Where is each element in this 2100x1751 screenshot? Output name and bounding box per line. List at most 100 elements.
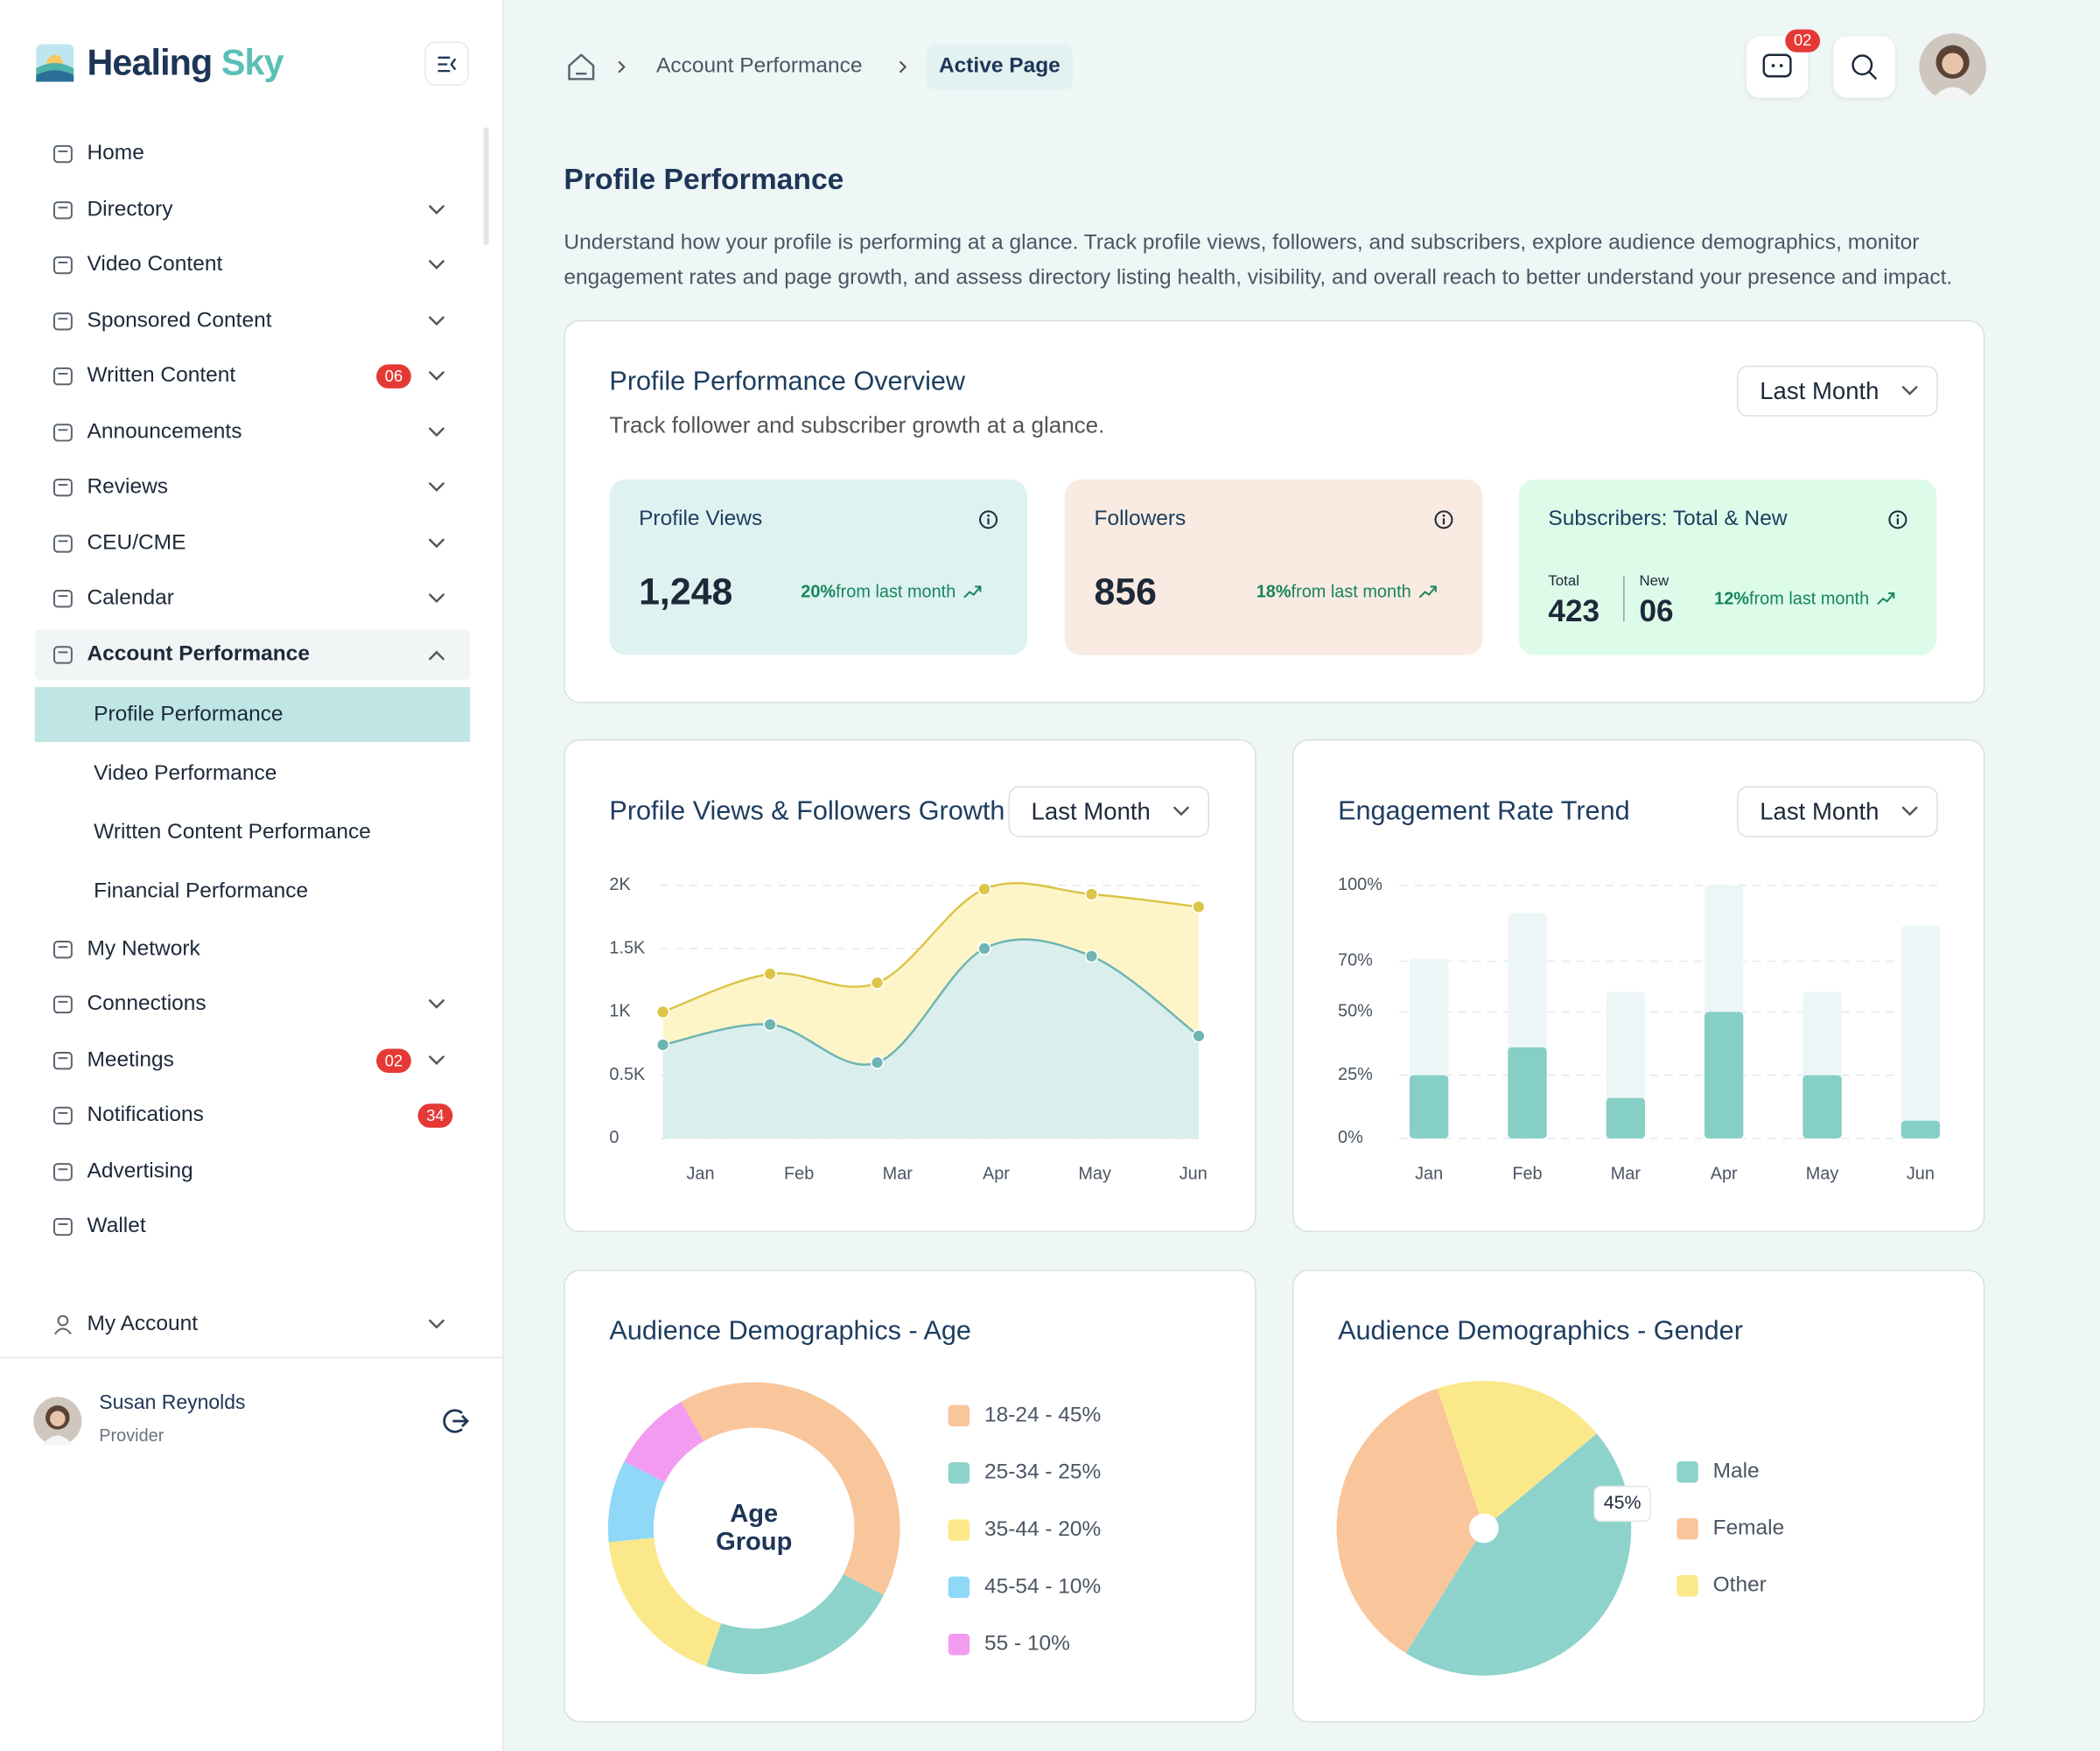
stat-value: 856 <box>1094 571 1158 613</box>
nav-item[interactable]: Calendar <box>87 586 174 610</box>
chart-title: Audience Demographics - Gender <box>1338 1316 1743 1347</box>
info-icon[interactable] <box>979 510 998 529</box>
messages-icon <box>1762 53 1792 78</box>
nav-icon <box>52 367 73 386</box>
account-icon <box>53 1314 72 1335</box>
nav-item[interactable]: My Account <box>87 1312 199 1336</box>
nav-sub-item[interactable]: Video Performance <box>94 761 277 785</box>
change: 20%from last month <box>801 578 956 606</box>
dropdown-label: Last Month <box>1031 798 1151 825</box>
nav-item[interactable]: Directory <box>87 197 173 221</box>
info-icon[interactable] <box>1888 510 1908 529</box>
chevron <box>429 1319 444 1329</box>
search-button[interactable] <box>1833 36 1895 98</box>
legend-label: Female <box>1713 1516 1785 1540</box>
stat-card <box>1064 479 1483 655</box>
chevron <box>429 260 444 270</box>
nav-icon <box>52 940 73 958</box>
nav-item[interactable]: Account Performance <box>87 641 310 665</box>
legend-label: 25-34 - 25% <box>984 1460 1101 1484</box>
y-tick-label: 0.5K <box>609 1065 646 1084</box>
overview-title: Profile Performance Overview <box>609 367 966 397</box>
nav-icon <box>52 995 73 1014</box>
stat-card <box>609 479 1027 655</box>
area <box>662 939 1199 1139</box>
x-tick-label: Jun <box>1907 1165 1935 1184</box>
nav-icon <box>52 312 73 330</box>
y-tick-label: 2K <box>609 875 631 894</box>
bar <box>1704 1012 1744 1139</box>
nav-item[interactable]: Written Content <box>87 364 236 388</box>
y-tick-label: 50% <box>1338 1002 1373 1021</box>
nav-item[interactable]: CEU/CME <box>87 530 186 554</box>
stat-label: Subscribers: Total & New <box>1548 508 1788 531</box>
nav-icon <box>52 534 73 552</box>
nav-active-bg <box>34 628 471 680</box>
pie-slice <box>1336 1388 1484 1654</box>
donut-segment <box>608 1537 722 1667</box>
nav-icon <box>52 1162 73 1180</box>
trend-icon <box>963 585 982 599</box>
point <box>763 1018 777 1032</box>
nav-sub-item[interactable]: Profile Performance <box>94 702 284 725</box>
dropdown[interactable] <box>1008 786 1210 837</box>
y-tick-label: 0% <box>1338 1128 1363 1147</box>
search-icon <box>1852 54 1878 81</box>
dropdown[interactable] <box>1737 786 1938 837</box>
nav-item[interactable]: Reviews <box>87 475 169 499</box>
avatar <box>33 1397 82 1446</box>
nav-item[interactable]: Notifications <box>87 1103 204 1127</box>
message-badge: 02 <box>1785 29 1821 53</box>
nav-icon <box>52 423 73 441</box>
nav-item[interactable]: Video Content <box>87 253 223 277</box>
dropdown-label: Last Month <box>1760 798 1880 825</box>
chart-title: Audience Demographics - Age <box>609 1316 971 1347</box>
breadcrumb-item[interactable]: Account Performance <box>655 54 863 78</box>
point <box>763 967 777 981</box>
scrollbar <box>483 127 489 246</box>
dropdown[interactable] <box>1737 365 1938 417</box>
logo-icon <box>36 44 74 82</box>
y-tick-label: 1K <box>609 1002 631 1021</box>
sidebar <box>0 0 504 1751</box>
point <box>870 976 885 990</box>
nav-item[interactable]: Home <box>87 142 144 165</box>
brand: Healing Sky <box>87 40 284 86</box>
badge: 34 <box>417 1103 453 1128</box>
legend-label: Male <box>1713 1460 1760 1483</box>
nav-item[interactable]: Meetings <box>87 1047 174 1071</box>
trend-icon <box>1877 592 1895 606</box>
bar <box>1508 1047 1547 1139</box>
donut-segment <box>624 1401 704 1482</box>
nav-sub-item[interactable]: Written Content Performance <box>94 820 371 844</box>
nav-sub-item[interactable]: Financial Performance <box>94 879 309 902</box>
home-icon[interactable] <box>568 53 595 81</box>
info-icon[interactable] <box>1434 510 1453 529</box>
point <box>655 1038 670 1052</box>
legend-swatch <box>948 1461 970 1484</box>
legend-swatch <box>1676 1574 1698 1597</box>
nav-icon <box>52 144 73 164</box>
nav-item[interactable]: Advertising <box>87 1159 193 1182</box>
nav-item[interactable]: Announcements <box>87 419 242 443</box>
legend-swatch <box>948 1634 970 1656</box>
avatar <box>1919 33 1986 101</box>
point <box>870 1055 885 1069</box>
overview-subtitle: Track follower and subscriber growth at … <box>609 412 1105 438</box>
y-tick-label: 0 <box>609 1128 619 1147</box>
logout-icon[interactable] <box>442 1408 470 1435</box>
x-tick-label: Mar <box>1611 1165 1642 1184</box>
breadcrumb-current: Active Page <box>927 44 1073 90</box>
change: 12%from last month <box>1714 585 1869 613</box>
pie-slice <box>1405 1433 1632 1676</box>
nav-item[interactable]: My Network <box>87 936 200 960</box>
breadcrumb-separator <box>899 60 907 74</box>
nav-item[interactable]: Connections <box>87 992 206 1016</box>
point <box>1084 887 1099 901</box>
change: 18%from last month <box>1256 578 1411 606</box>
legend-label: 18-24 - 45% <box>984 1403 1101 1426</box>
change-value: 12% <box>1714 587 1750 608</box>
nav-item[interactable]: Sponsored Content <box>87 308 272 332</box>
chevron <box>429 482 444 492</box>
nav-item[interactable]: Wallet <box>87 1215 146 1238</box>
